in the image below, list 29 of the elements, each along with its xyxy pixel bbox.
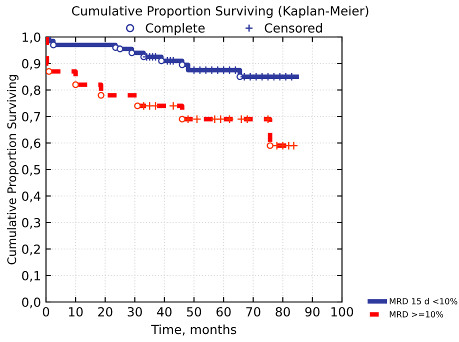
y-tick-label: 0,3 [22,218,40,229]
y-tick-label: 0,5 [22,164,40,176]
y-tick-label: 0,9 [22,58,40,70]
x-tick-label: 30 [128,307,142,317]
legend-label: Censored [264,23,322,33]
y-tick-label: 0,6 [22,138,40,150]
x-tick-label: 90 [305,307,320,317]
x-tick-label: 100 [331,307,354,317]
x-tick-label: 50 [187,307,202,317]
x-tick-label: 80 [276,307,290,317]
chart-title: Cumulative Proportion Surviving (Kaplan-Meier) [72,6,368,18]
x-tick-label: 10 [69,307,83,317]
x-tick-label: 0 [42,307,50,317]
y-tick-label: 0,2 [22,244,40,256]
x-axis-title: Time, months [151,324,236,336]
y-tick-label: 0,0 [22,297,40,308]
x-tick-label: 60 [216,307,231,317]
y-tick-label: 0,7 [22,112,40,123]
x-tick-label: 70 [246,307,260,317]
x-tick-label: 40 [157,307,172,317]
y-tick-label: 1,0 [22,32,40,44]
legend-label: MRD >=10% [390,311,444,318]
y-tick-label: 0,4 [22,191,40,202]
x-tick-label: 20 [98,307,112,317]
y-tick-label: 0,1 [22,270,40,282]
legend-label: MRD 15 d <10% [390,298,458,304]
legend-label: Complete [146,23,205,36]
y-tick-label: 0,8 [22,85,40,96]
y-axis-title: Cumulative Proportion Surviving [7,75,18,264]
